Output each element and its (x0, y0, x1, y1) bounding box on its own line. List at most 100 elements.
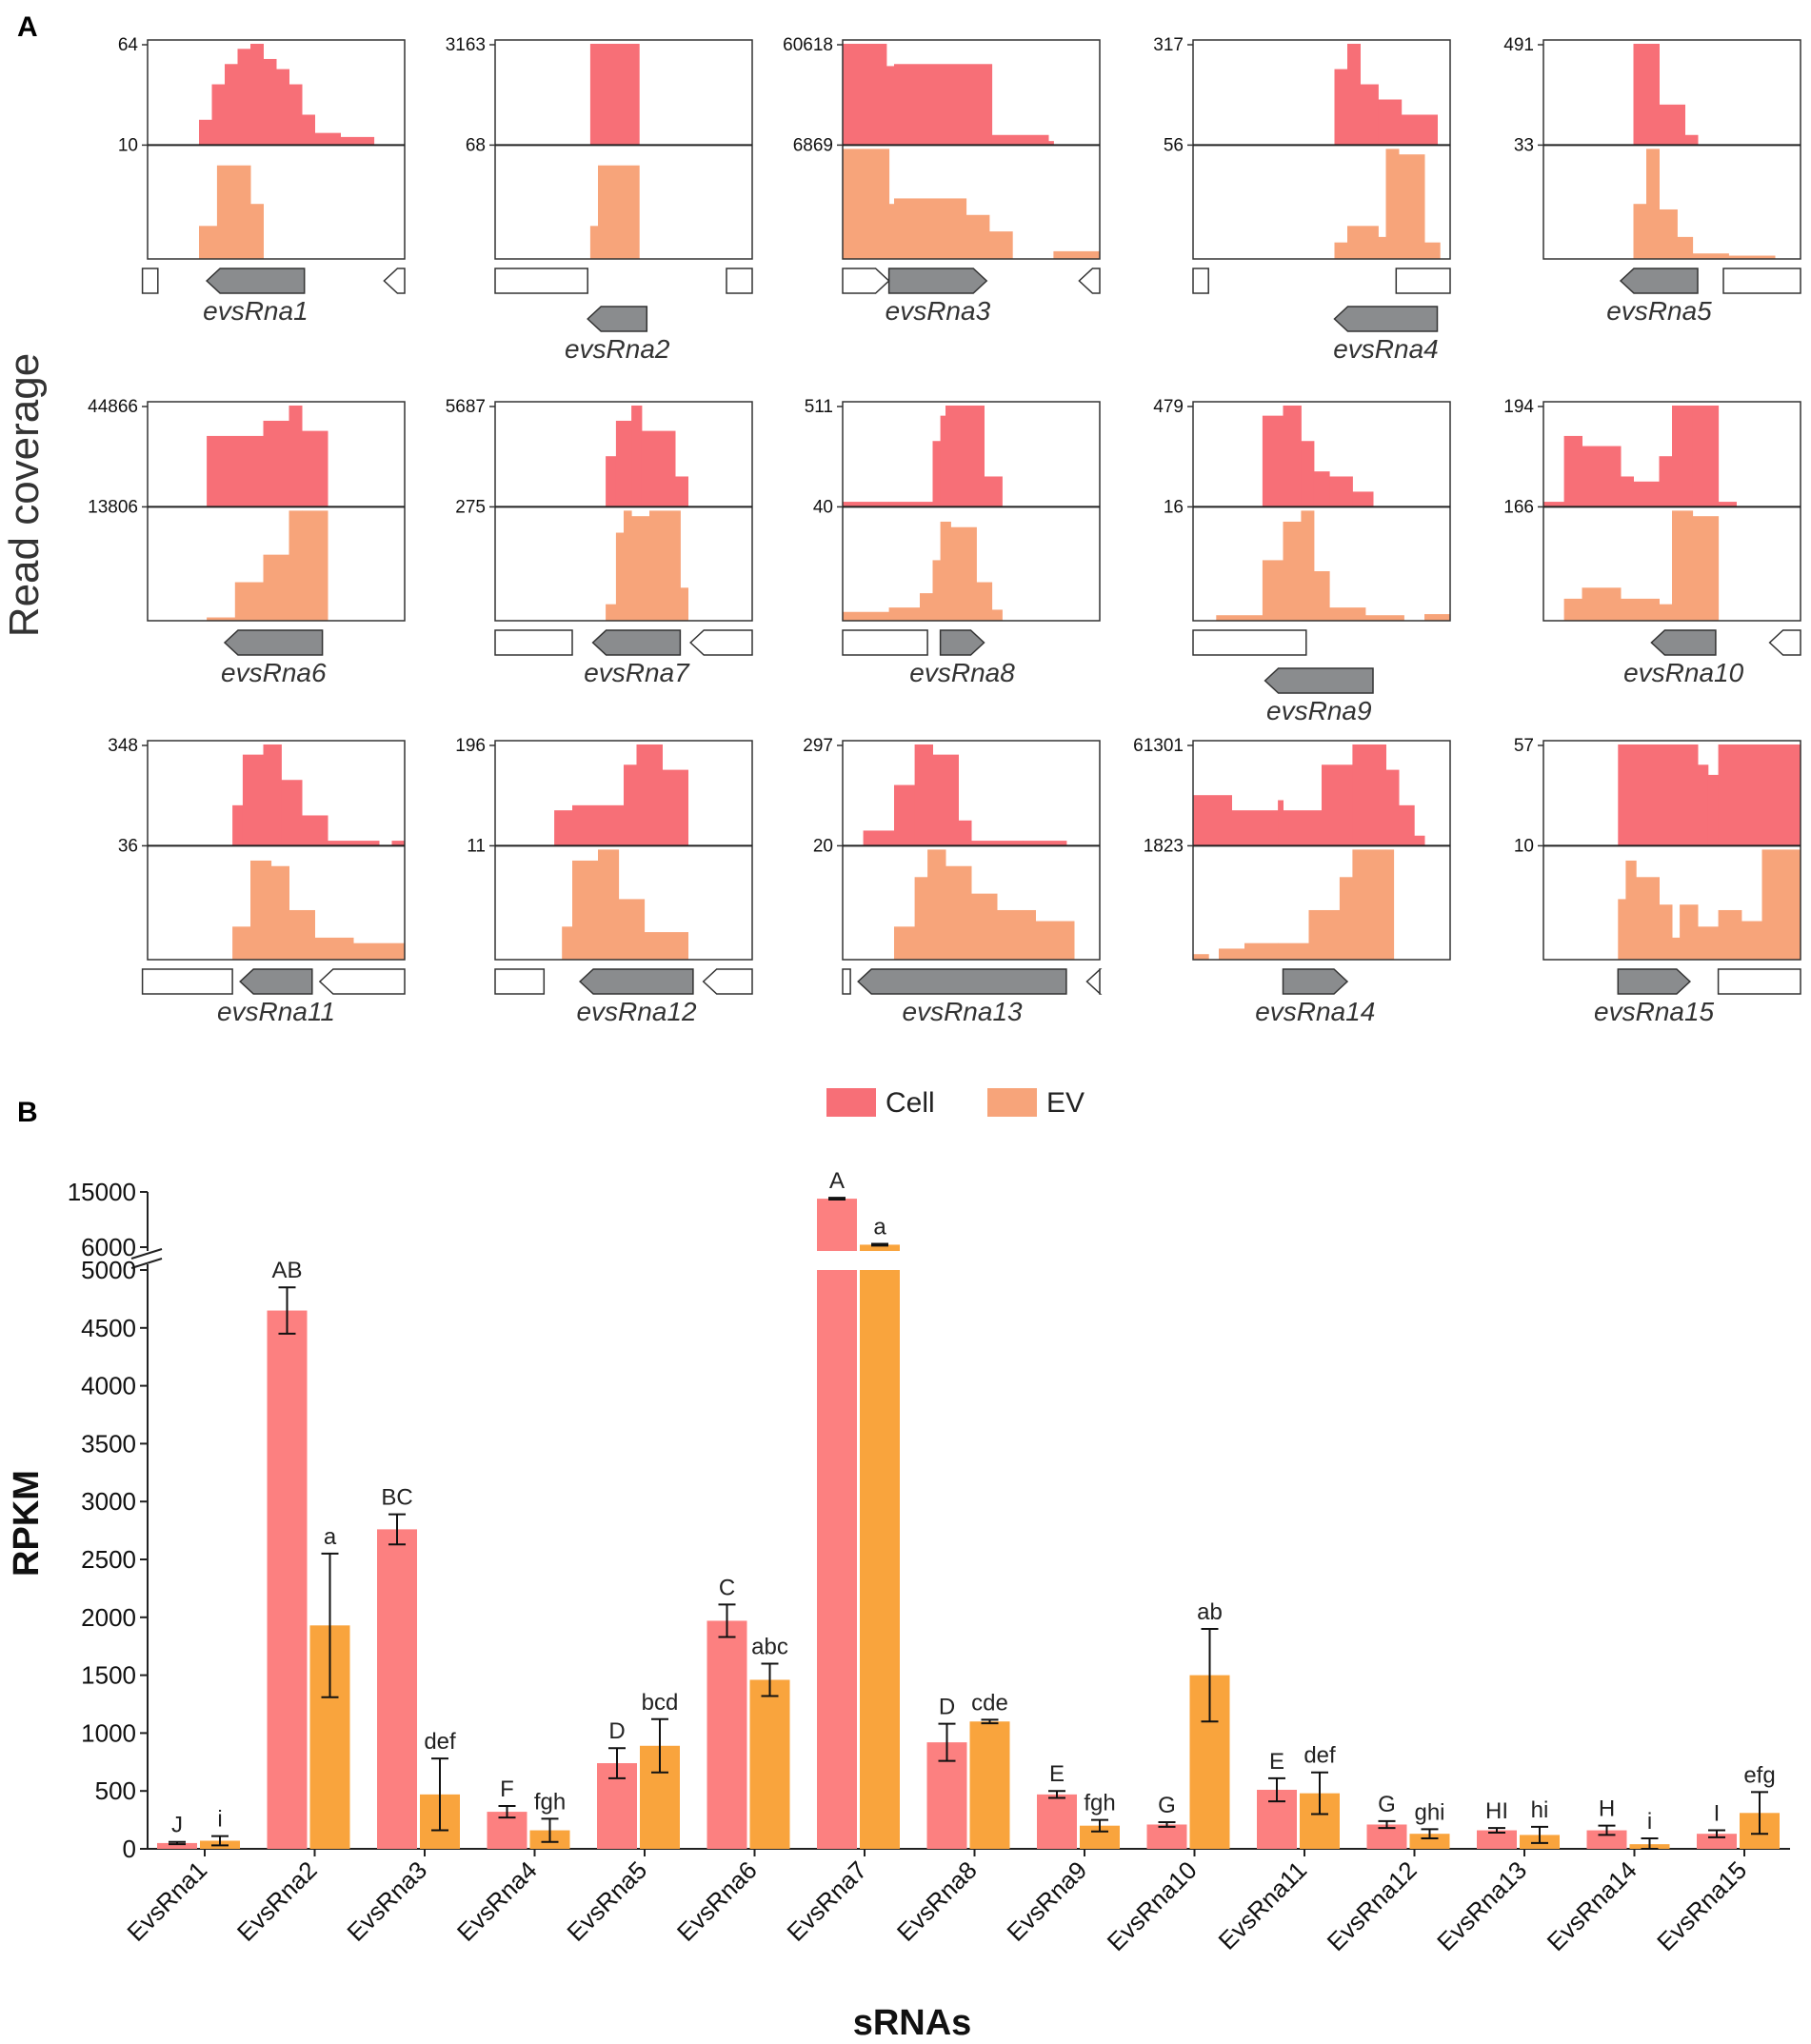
cell-coverage-step (675, 476, 688, 507)
track-frame (842, 39, 1101, 260)
track-frame (147, 39, 406, 260)
coverage-panel-2: 3163 68 evsRna2 (446, 35, 753, 364)
significance-letter: i (1647, 1809, 1652, 1835)
ev-coverage-step (945, 865, 972, 960)
neighbor-gene-glyph (494, 968, 546, 995)
coverage-top-value: 64 (118, 35, 139, 55)
significance-letter: H (1599, 1796, 1615, 1822)
ev-coverage-step (1633, 204, 1647, 259)
ev-coverage-step (289, 909, 315, 960)
cell-coverage-step (302, 815, 328, 846)
ev-coverage-step (1692, 516, 1720, 621)
neighbor-gene-glyph (1717, 968, 1801, 995)
track-frame (842, 401, 1101, 622)
cell-coverage-step (302, 430, 328, 507)
significance-letter: E (1049, 1761, 1065, 1787)
ev-coverage-step (1659, 604, 1673, 621)
cell-coverage-step (1313, 471, 1330, 507)
track-frame (842, 740, 1101, 961)
cell-coverage-step (554, 810, 573, 846)
cell-coverage-step (1231, 810, 1279, 846)
read-coverage-label: Read coverage (1, 353, 48, 637)
coverage-top-value: 61301 (1133, 736, 1184, 756)
ev-coverage-step (598, 849, 620, 960)
significance-letter: i (217, 1807, 222, 1833)
track-frame (1192, 39, 1451, 260)
coverage-panel-13: 297 20 evsRna13 (803, 736, 1103, 1026)
ev-coverage-step (1672, 937, 1681, 960)
track-frame (494, 401, 753, 622)
x-tick-label: EvsRna3 (341, 1855, 432, 1947)
cell-coverage-step (199, 119, 212, 146)
cell-coverage-step (1718, 744, 1801, 846)
x-tick-label: EvsRna14 (1542, 1855, 1642, 1956)
coverage-panel-14: 61301 1823 evsRna14 (1133, 736, 1451, 1026)
bar-cell-upper (817, 1199, 857, 1251)
neighbor-gene-glyph (1192, 268, 1209, 294)
cell-coverage-step (606, 456, 617, 507)
legend-label-cell: Cell (886, 1087, 935, 1119)
track-frame (147, 401, 406, 622)
ev-coverage-step (1385, 849, 1395, 960)
ev-coverage-step (894, 198, 967, 259)
ev-coverage-step (1364, 615, 1404, 621)
cell-coverage-step (1401, 114, 1438, 146)
coverage-panel-10: 194 166 evsRna10 (1503, 397, 1801, 687)
ev-coverage-step (940, 521, 951, 621)
cell-coverage-step (1707, 774, 1720, 846)
ev-coverage-step (1278, 943, 1309, 960)
coverage-bottom-value: 11 (467, 836, 486, 856)
bar-cell (1697, 1834, 1737, 1849)
gene-name-label: evsRna1 (203, 296, 308, 326)
cell-coverage-step (340, 136, 375, 146)
neighbor-gene-glyph (1395, 268, 1451, 294)
neighbor-gene-glyph (842, 268, 890, 294)
axis-break-mark (130, 1248, 163, 1260)
ev-coverage-step (1385, 149, 1400, 259)
ev-coverage-step (914, 877, 928, 960)
cell-coverage-step (636, 744, 663, 846)
cell-coverage-step (289, 84, 303, 146)
bar-group-EvsRna7: Aa EvsRna7 (781, 1168, 900, 1947)
significance-letter: C (719, 1575, 735, 1600)
cell-coverage-step (302, 114, 315, 146)
ev-coverage-step (1244, 943, 1279, 960)
neighbor-gene-glyph (1722, 268, 1801, 294)
cell-coverage-step (641, 430, 676, 507)
cell-coverage-step (1633, 44, 1660, 146)
x-tick-label: EvsRna8 (891, 1855, 983, 1947)
ev-coverage-step (207, 617, 236, 621)
ev-coverage-step (562, 926, 573, 960)
neighbor-gene-glyph (702, 968, 753, 995)
ev-coverage-step (991, 609, 1003, 621)
ev-coverage-step (1659, 208, 1678, 259)
bar-cell (1586, 1830, 1627, 1849)
significance-letter: cde (971, 1690, 1008, 1716)
significance-letter: D (939, 1695, 955, 1720)
bar-cell (1477, 1830, 1517, 1849)
gene-name-label: evsRna7 (584, 658, 690, 687)
ev-coverage-step (1283, 521, 1302, 621)
ev-coverage-step (572, 860, 599, 960)
ev-coverage-step (1424, 242, 1441, 259)
coverage-top-value: 479 (1153, 397, 1184, 417)
ev-coverage-step (1262, 560, 1284, 621)
ev-coverage-step (631, 516, 650, 621)
coverage-panel-4: 317 56 evsRna4 (1153, 35, 1451, 364)
cell-coverage-step (624, 764, 637, 846)
bar-cell (267, 1310, 308, 1849)
cell-coverage-step (1698, 764, 1709, 846)
ev-coverage-step (1636, 877, 1660, 960)
cell-coverage-step (1352, 491, 1374, 507)
ev-coverage-step (1659, 904, 1673, 960)
cell-coverage-step (232, 804, 244, 846)
gene-arrow-glyph (1650, 629, 1717, 656)
gene-name-label: evsRna6 (221, 658, 327, 687)
ev-coverage-step (353, 943, 406, 960)
neighbor-gene-glyph (318, 968, 406, 995)
cell-coverage-step (1262, 415, 1284, 507)
cell-coverage-step (1378, 99, 1403, 146)
